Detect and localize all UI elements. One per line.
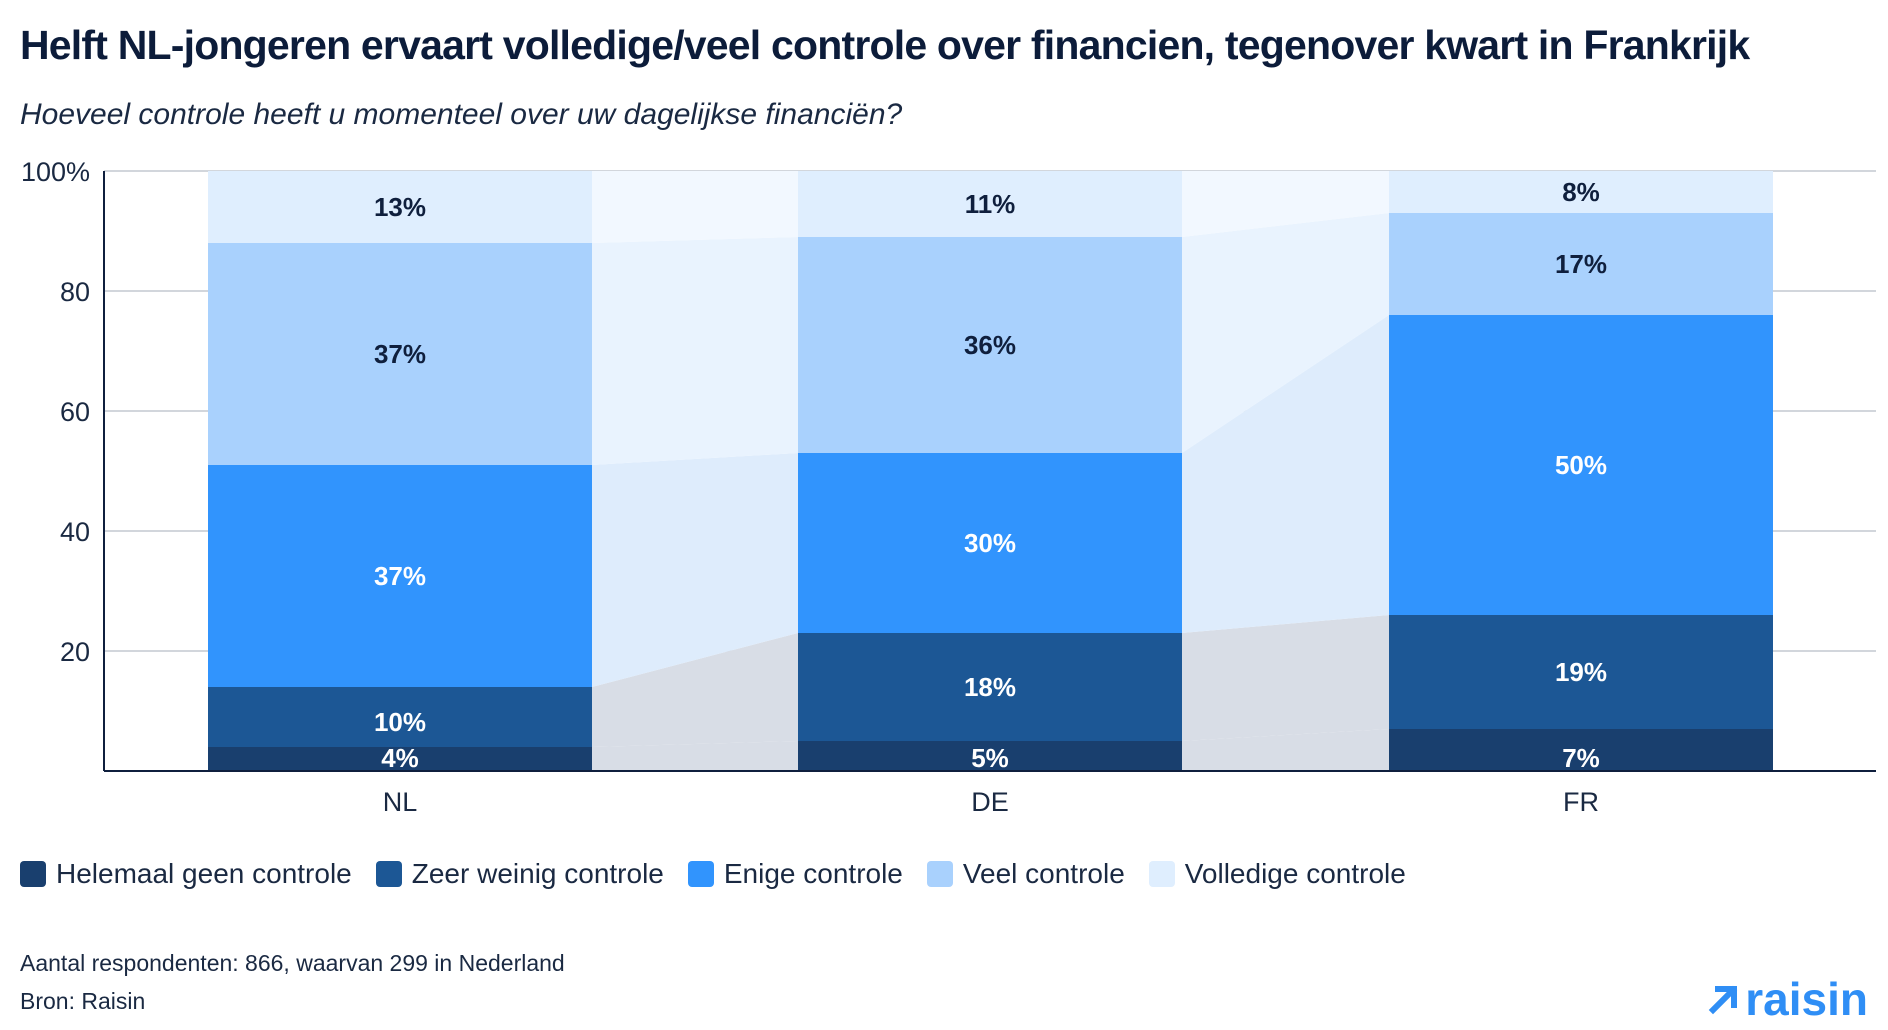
legend-swatch [926, 861, 953, 887]
chart-title: Helft NL-jongeren ervaart volledige/veel… [20, 22, 1750, 68]
x-tick-label: DE [971, 787, 1009, 817]
legend-item: Zeer weinig controle [375, 858, 664, 890]
stacked-bar-chart: 20 40 60 80 100% 4% 10% 37% 37% 13% 5% 18% 30% 36% 11%… [21, 157, 1876, 817]
legend-swatch [20, 861, 46, 887]
connector-band [1182, 315, 1389, 633]
legend-label: Enige controle [723, 858, 903, 889]
respondents-note: Aantal respondenten: 866, waarvan 299 in… [20, 950, 565, 976]
chart-legend: Helemaal geen controle Zeer weinig contro… [20, 858, 1430, 890]
x-tick-label: FR [1563, 787, 1599, 817]
y-tick-label: 40 [60, 517, 90, 547]
bar-segment [1389, 315, 1773, 615]
data-label: 13% [374, 192, 426, 222]
bar-segment [208, 687, 592, 747]
bar-segment [1389, 615, 1773, 729]
connector-band [1182, 171, 1389, 237]
data-label: 18% [964, 672, 1016, 702]
legend-label: Veel controle [962, 858, 1125, 889]
legend-item: Volledige controle [1148, 858, 1406, 890]
connector-band [592, 741, 798, 771]
bar-segment [798, 237, 1182, 453]
data-label: 50% [1555, 450, 1607, 480]
legend-swatch [1148, 861, 1175, 887]
connector-band [592, 171, 798, 243]
connector-band [1182, 615, 1389, 741]
bar-segment [1389, 213, 1773, 315]
data-label: 7% [1562, 743, 1600, 773]
bar-segment [208, 171, 592, 243]
legend-item: Enige controle [687, 858, 903, 890]
data-label: 5% [971, 743, 1009, 773]
bar-segment [798, 741, 1182, 771]
arrow-up-right-icon [1709, 985, 1738, 1015]
raisin-logo-text: raisin [1745, 973, 1868, 1025]
bar-segment [798, 171, 1182, 237]
y-tick-label: 60 [60, 397, 90, 427]
legend-label: Zeer weinig controle [411, 858, 664, 889]
connector-band [592, 633, 798, 747]
data-label: 17% [1555, 249, 1607, 279]
bar-segment [208, 747, 592, 771]
bar-segment [1389, 171, 1773, 213]
data-label: 37% [374, 561, 426, 591]
bar-segment [1389, 729, 1773, 771]
data-label: 8% [1562, 177, 1600, 207]
data-label: 10% [374, 707, 426, 737]
legend-label: Volledige controle [1184, 858, 1406, 889]
legend-swatch [687, 861, 714, 887]
data-label: 37% [374, 339, 426, 369]
raisin-logo: raisin [1707, 972, 1868, 1026]
bar-segment [208, 243, 592, 465]
connector-band [1182, 729, 1389, 771]
data-label: 36% [964, 330, 1016, 360]
y-tick-label: 80 [60, 277, 90, 307]
data-label: 30% [964, 528, 1016, 558]
legend-item: Helemaal geen controle [20, 858, 352, 890]
connector-band [592, 453, 798, 687]
legend-swatch [375, 861, 402, 887]
chart-subtitle: Hoeveel controle heeft u momenteel over … [20, 98, 903, 131]
bar-segment [798, 453, 1182, 633]
data-label: 11% [965, 189, 1016, 219]
y-tick-label: 20 [60, 637, 90, 667]
legend-label: Helemaal geen controle [56, 858, 352, 889]
bar-segment [208, 465, 592, 687]
connector-band [1182, 213, 1389, 453]
x-tick-label: NL [383, 787, 418, 817]
bar-segment [798, 633, 1182, 741]
connector-band [592, 237, 798, 465]
data-label: 19% [1555, 657, 1607, 687]
legend-item: Veel controle [926, 858, 1125, 890]
source-note: Bron: Raisin [20, 988, 146, 1014]
data-label: 4% [381, 743, 419, 773]
y-tick-label: 100% [21, 157, 90, 187]
